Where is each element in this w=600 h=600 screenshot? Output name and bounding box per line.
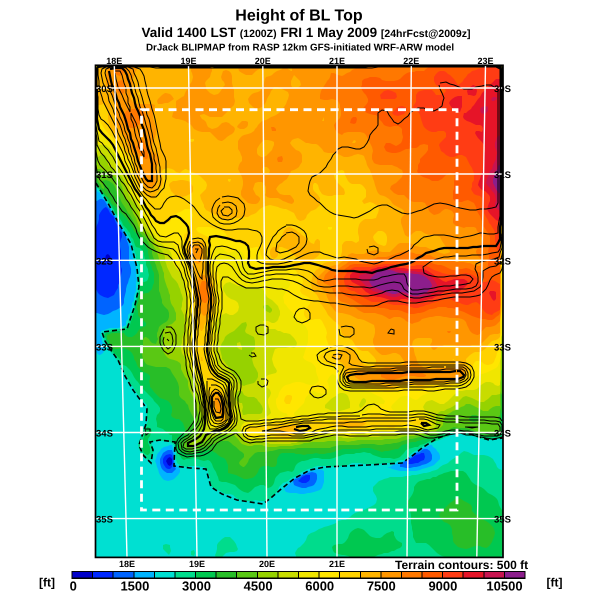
svg-text:18E: 18E [119, 559, 135, 569]
svg-text:[ft]: [ft] [39, 576, 55, 590]
svg-text:32S: 32S [494, 256, 511, 267]
svg-text:31S: 31S [494, 170, 511, 181]
svg-text:DrJack BLIPMAP from RASP 12km: DrJack BLIPMAP from RASP 12km GFS-initia… [146, 43, 454, 54]
svg-text:18E: 18E [106, 56, 122, 66]
svg-text:Height of BL Top: Height of BL Top [235, 8, 363, 25]
svg-text:35S: 35S [494, 515, 511, 526]
svg-text:34S: 34S [494, 429, 511, 440]
svg-text:[ft]: [ft] [547, 576, 563, 590]
svg-text:23E: 23E [477, 56, 493, 66]
svg-text:1500: 1500 [120, 579, 149, 594]
svg-text:Valid 1400 LST (1200Z) FRI 1 M: Valid 1400 LST (1200Z) FRI 1 May 2009 [2… [142, 25, 471, 40]
svg-text:21E: 21E [329, 56, 345, 66]
svg-text:34S: 34S [96, 429, 113, 440]
svg-text:19E: 19E [189, 559, 205, 569]
svg-text:30S: 30S [494, 84, 511, 95]
svg-text:4500: 4500 [244, 579, 273, 594]
svg-text:19E: 19E [180, 56, 196, 66]
svg-text:10500: 10500 [486, 579, 522, 594]
svg-text:Terrain contours: 500 ft: Terrain contours: 500 ft [395, 558, 528, 572]
svg-text:22E: 22E [403, 56, 419, 66]
svg-text:31S: 31S [96, 170, 113, 181]
svg-text:20E: 20E [255, 56, 271, 66]
svg-text:35S: 35S [96, 515, 113, 526]
svg-text:7500: 7500 [367, 579, 396, 594]
svg-text:33S: 33S [96, 342, 113, 353]
svg-text:3000: 3000 [182, 579, 211, 594]
svg-text:6000: 6000 [305, 579, 334, 594]
svg-text:32S: 32S [96, 256, 113, 267]
svg-text:33S: 33S [494, 342, 511, 353]
svg-text:9000: 9000 [428, 579, 457, 594]
svg-text:21E: 21E [329, 559, 345, 569]
svg-text:0: 0 [70, 579, 77, 594]
svg-text:20E: 20E [259, 559, 275, 569]
svg-text:30S: 30S [96, 84, 113, 95]
